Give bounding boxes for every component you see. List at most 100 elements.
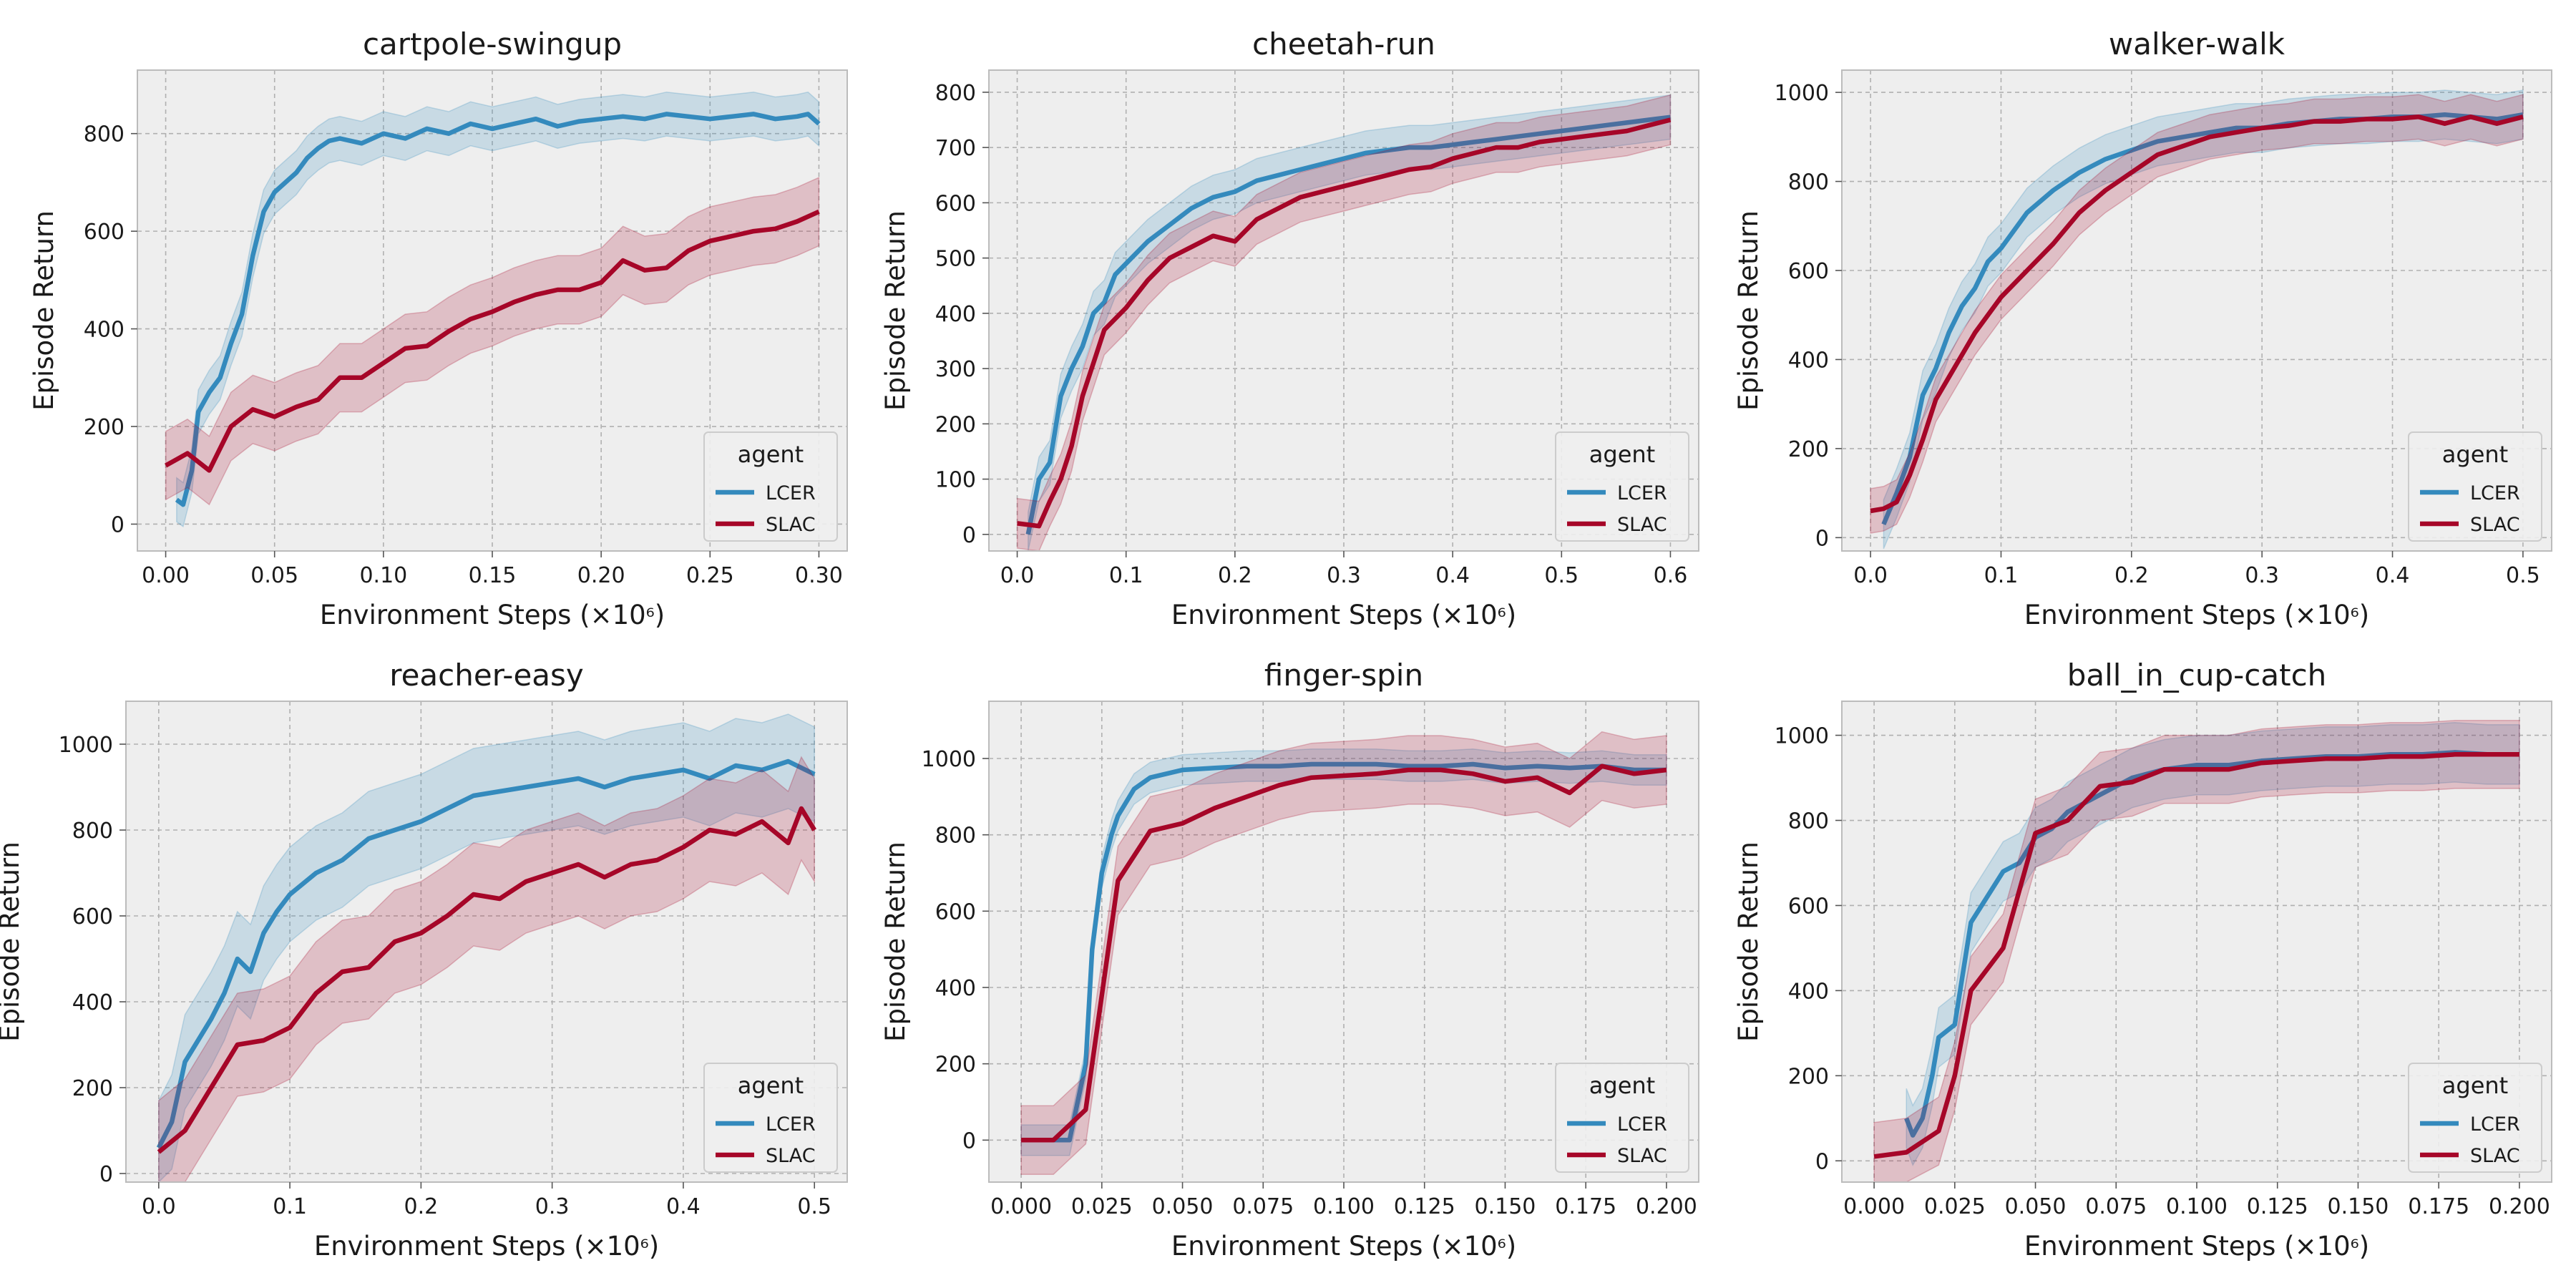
legend-box — [703, 431, 838, 542]
y-tick-label: 800 — [935, 824, 976, 849]
x-tick-label: 0.30 — [795, 563, 843, 588]
y-tick-label: 800 — [72, 819, 113, 844]
x-tick-label: 0.075 — [2085, 1194, 2147, 1219]
y-tick-label: 600 — [72, 904, 113, 930]
series-group — [1873, 720, 2520, 1182]
line-LCER — [1021, 761, 1667, 1143]
band-SLAC — [165, 176, 820, 506]
x-tick-label: 0.1 — [1984, 563, 2019, 588]
line-SLAC — [1017, 117, 1672, 529]
x-tick-label: 0.0 — [142, 1194, 176, 1219]
y-tick-label: 400 — [935, 976, 976, 1001]
y-tick-label: 1000 — [922, 747, 976, 772]
x-tick-label: 0.0 — [1853, 563, 1888, 588]
y-tick-label: 1000 — [1775, 81, 1829, 106]
y-tick-label: 200 — [935, 1053, 976, 1078]
series-group — [1016, 94, 1672, 551]
x-tick-label: 0.05 — [250, 563, 298, 588]
y-tick-label: 0 — [111, 512, 125, 537]
x-tick-label: 0.175 — [1555, 1194, 1616, 1219]
legend-label-LCER: LCER — [2470, 482, 2520, 504]
x-tick-label: 0.2 — [2114, 563, 2149, 588]
legend-label-SLAC: SLAC — [2470, 1145, 2520, 1167]
y-tick-label: 800 — [1788, 170, 1829, 195]
subplot-cartpole-swingup: 0.00 0.05 0.10 0.15 0.20 0.25 0.30 0 200 400 600 80… — [29, 26, 848, 630]
line-SLAC — [1870, 114, 2524, 514]
series-group — [156, 713, 816, 1182]
y-tick-label: 800 — [1788, 809, 1829, 834]
subplot-title: cheetah-run — [1252, 26, 1435, 62]
y-tick-label: 0 — [962, 523, 976, 548]
y-tick-label: 0 — [962, 1128, 976, 1153]
x-tick-label: 0.125 — [2247, 1194, 2308, 1219]
y-tick-label: 400 — [935, 302, 976, 327]
x-tick-label: 0.10 — [359, 563, 407, 588]
y-tick-label: 200 — [1788, 1064, 1829, 1089]
y-tick-label: 700 — [935, 136, 976, 161]
legend: agent LCER SLAC — [2408, 431, 2542, 542]
band-SLAC — [1020, 731, 1667, 1176]
x-tick-label: 0.3 — [2245, 563, 2279, 588]
x-axis-label: Environment Steps (×10⁶) — [2024, 1231, 2369, 1262]
x-tick-label: 0.25 — [686, 563, 734, 588]
y-axis-label: Episode Return — [29, 210, 59, 411]
x-tick-label: 0.5 — [2506, 563, 2540, 588]
y-tick-label: 600 — [84, 220, 125, 245]
x-tick-label: 0.125 — [1394, 1194, 1455, 1219]
band-LCER — [1906, 721, 2520, 1166]
y-tick-label: 400 — [1788, 979, 1829, 1004]
legend-title: agent — [1589, 1072, 1655, 1099]
legend-title: agent — [738, 441, 804, 468]
y-tick-label: 200 — [84, 415, 125, 440]
x-tick-label: 0.2 — [1218, 563, 1252, 588]
y-tick-label: 600 — [1788, 894, 1829, 919]
x-tick-label: 0.1 — [1109, 563, 1143, 588]
legend: agent LCER SLAC — [1555, 1063, 1689, 1173]
plot-frame — [1841, 69, 2552, 552]
subplot-title: cartpole-swingup — [363, 26, 622, 62]
x-tick-label: 0.2 — [404, 1194, 439, 1219]
x-tick-label: 0.200 — [1636, 1194, 1697, 1219]
x-tick-label: 0.1 — [273, 1194, 307, 1219]
legend-title: agent — [738, 1072, 804, 1099]
y-tick-label: 0 — [1815, 526, 1829, 551]
y-tick-label: 800 — [84, 122, 125, 147]
y-axis-label: Episode Return — [1733, 841, 1764, 1042]
band-LCER — [1020, 748, 1667, 1156]
line-LCER — [1025, 114, 1671, 535]
x-tick-label: 0.050 — [1152, 1194, 1214, 1219]
legend: agent LCER SLAC — [703, 1063, 838, 1173]
legend-label-SLAC: SLAC — [1617, 1145, 1667, 1167]
subplot-finger-spin: 0.000 0.025 0.050 0.075 0.100 0.125 0.150 0.175… — [880, 658, 1699, 1262]
series-group — [165, 91, 821, 528]
legend-label-LCER: LCER — [1617, 482, 1667, 504]
legend-label-LCER: LCER — [2470, 1113, 2520, 1136]
plot-frame — [125, 701, 848, 1183]
y-tick-label: 1000 — [59, 733, 113, 758]
x-axis-label: Environment Steps (×10⁶) — [1171, 1231, 1516, 1262]
y-tick-label: 400 — [84, 318, 125, 343]
y-tick-label: 600 — [1788, 259, 1829, 284]
legend-box — [703, 1063, 838, 1173]
legend-title: agent — [2442, 441, 2508, 468]
x-tick-label: 0.15 — [469, 563, 517, 588]
x-tick-label: 0.100 — [1313, 1194, 1375, 1219]
y-tick-label: 500 — [935, 247, 976, 272]
x-tick-label: 0.000 — [990, 1194, 1052, 1219]
x-tick-label: 0.000 — [1843, 1194, 1905, 1219]
line-LCER — [175, 112, 821, 507]
series-group — [1870, 89, 2524, 550]
line-LCER — [156, 758, 816, 1149]
subplot-ball_in_cup-catch: 0.000 0.025 0.050 0.075 0.100 0.125 0.150 0.175… — [1733, 658, 2552, 1262]
y-tick-label: 200 — [1788, 437, 1829, 462]
x-tick-label: 0.175 — [2408, 1194, 2469, 1219]
legend-label-SLAC: SLAC — [766, 514, 816, 536]
x-tick-label: 0.4 — [666, 1194, 701, 1219]
line-SLAC — [165, 209, 820, 473]
legend-box — [2408, 431, 2542, 542]
legend-box — [1555, 431, 1689, 542]
line-SLAC — [1873, 752, 2519, 1159]
x-tick-label: 0.6 — [1654, 563, 1688, 588]
x-tick-label: 0.0 — [1000, 563, 1035, 588]
